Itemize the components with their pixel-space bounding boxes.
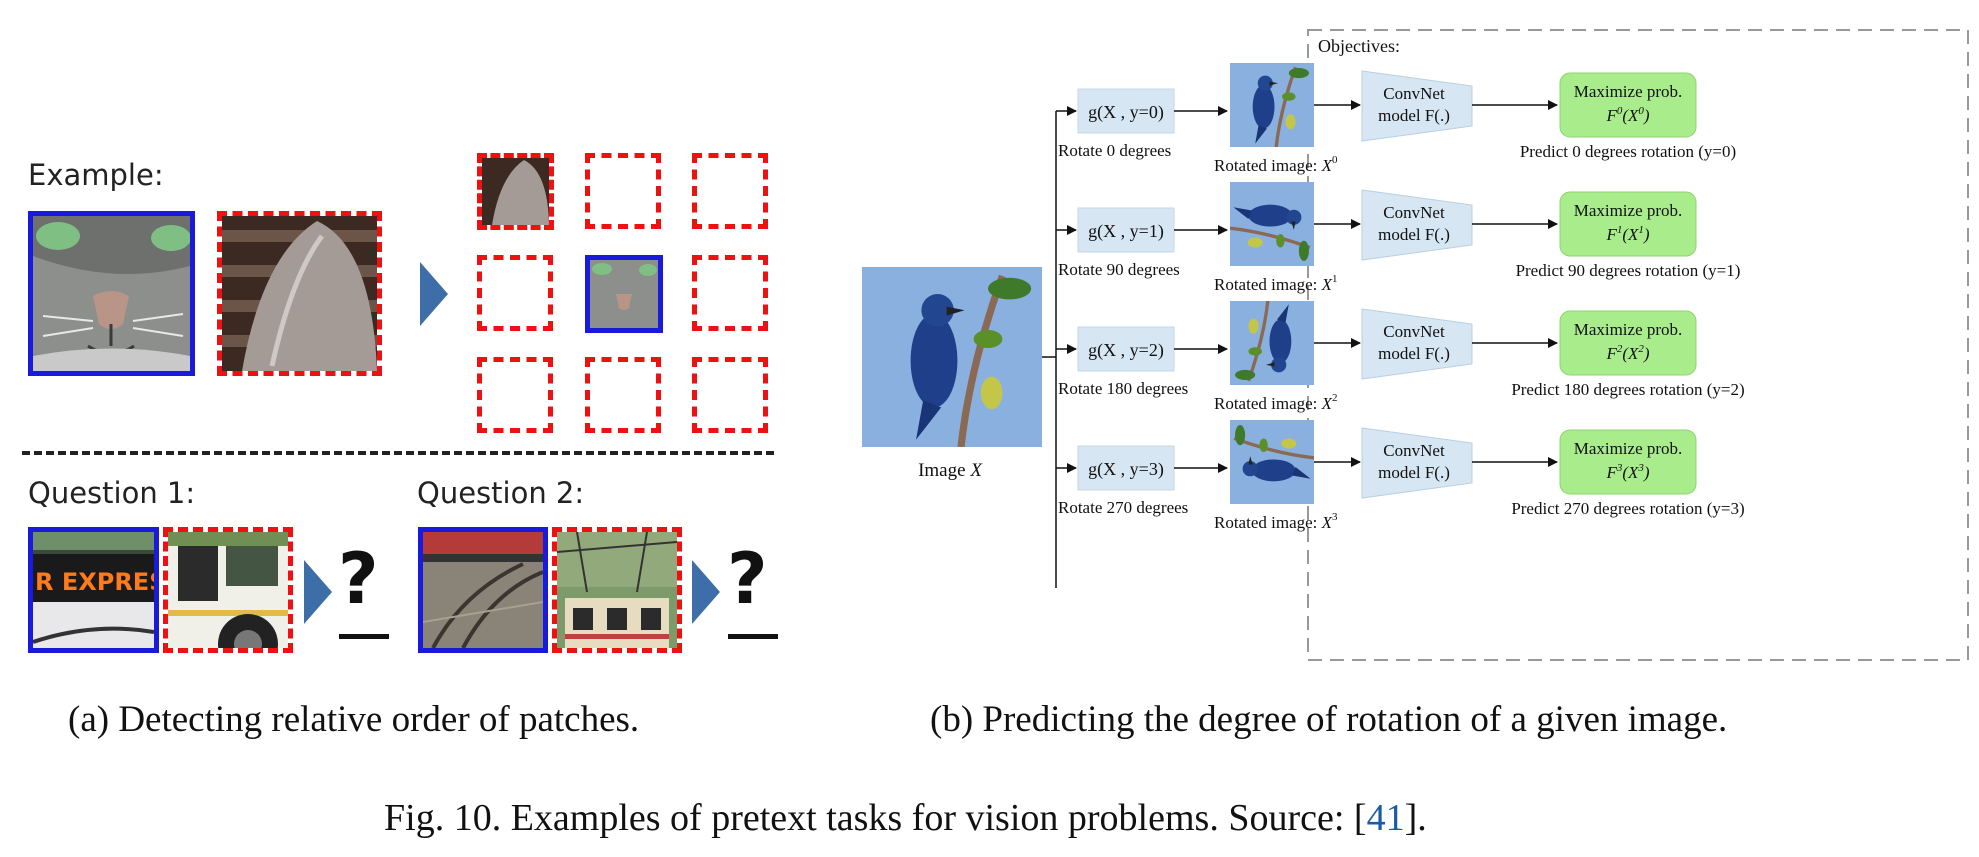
- rotate-label: Rotate 0 degrees: [1058, 141, 1171, 160]
- objective-box: [1559, 191, 1697, 257]
- figure-caption: Fig. 10. Examples of pretext tasks for v…: [384, 796, 1427, 840]
- convnet-label: ConvNet: [1383, 322, 1445, 341]
- figure-caption-text: Fig. 10. Examples of pretext tasks for v…: [384, 797, 1367, 839]
- arrow-chevron-icon: [304, 560, 332, 624]
- cat-face-thumb-image: [590, 260, 658, 328]
- bus-side-image: [168, 532, 288, 674]
- rotate-label: Rotate 180 degrees: [1058, 379, 1188, 398]
- question2-tram-patch: [552, 527, 682, 653]
- convnet-block: [1361, 427, 1473, 499]
- image-label-text: Image: [918, 460, 970, 481]
- probability-formula: F1(X1): [1605, 224, 1649, 244]
- transform-label: g(X , y=0): [1088, 102, 1164, 123]
- grid-cell: [585, 153, 661, 229]
- question1-bus-sign-patch: R EXPRESS: [28, 527, 183, 653]
- figure-reference-link[interactable]: 41: [1366, 797, 1405, 839]
- rotated-image-label: Rotated image: X0: [1214, 154, 1338, 175]
- grid-cell: [585, 357, 661, 433]
- predict-label: Predict 180 degrees rotation (y=2): [1511, 380, 1744, 399]
- probability-formula: F2(X2): [1605, 343, 1649, 363]
- bus-sign-image: R EXPRESS: [32, 532, 183, 648]
- transform-box: [1077, 88, 1175, 134]
- objective-box: [1559, 429, 1697, 495]
- convnet-label: ConvNet: [1383, 84, 1445, 103]
- cat-ear-image: [222, 216, 377, 371]
- bus-sign-text: R EXPRESS: [35, 568, 154, 596]
- maximize-label: Maximize prob.: [1574, 82, 1683, 101]
- figure-caption-end: ].: [1404, 797, 1427, 839]
- arrow-chevron-icon: [692, 560, 720, 624]
- predict-label: Predict 270 degrees rotation (y=3): [1511, 499, 1744, 518]
- cat-face-image: [33, 216, 191, 371]
- grid-cell: [692, 255, 768, 331]
- convnet-model-label: model F(.): [1378, 344, 1450, 363]
- question2-train-patch: [418, 527, 548, 653]
- question1-label: Question 1:: [28, 476, 196, 510]
- convnet-block: [1361, 70, 1473, 142]
- convnet-model-label: model F(.): [1378, 106, 1450, 125]
- maximize-label: Maximize prob.: [1574, 439, 1683, 458]
- question1-bus-side-patch: [163, 527, 293, 674]
- tram-image: [556, 531, 678, 648]
- maximize-label: Maximize prob.: [1574, 320, 1683, 339]
- grid-cell: [477, 357, 553, 433]
- panel-b: Objectives: Image X g(X , y=0) Rotate 0 d…: [862, 22, 1977, 740]
- arrow-chevron-icon: [420, 262, 448, 326]
- convnet-block: [1361, 308, 1473, 380]
- rotation-row-0: g(X , y=0) Rotate 0 degrees Rotated image:…: [1056, 63, 1736, 175]
- transform-box: [1077, 207, 1175, 253]
- grid-cell: [692, 357, 768, 433]
- probability-formula: F3(X3): [1605, 462, 1649, 482]
- rotate-label: Rotate 90 degrees: [1058, 260, 1180, 279]
- transform-label: g(X , y=3): [1088, 459, 1164, 480]
- example-label: Example:: [28, 158, 164, 192]
- rotated-image-label: Rotated image: X2: [1214, 392, 1338, 413]
- panel-b-caption: (b) Predicting the degree of rotation of…: [930, 699, 1728, 740]
- answer-blank-line: [339, 634, 389, 639]
- convnet-label: ConvNet: [1383, 203, 1445, 222]
- example-cat-patch: [28, 211, 195, 376]
- transform-label: g(X , y=1): [1088, 221, 1164, 242]
- rotated-image-label: Rotated image: X3: [1214, 511, 1338, 532]
- rotate-label: Rotate 270 degrees: [1058, 498, 1188, 517]
- rotation-row-2: g(X , y=2) Rotate 180 degrees Rotated imag…: [1056, 301, 1745, 413]
- convnet-block: [1361, 189, 1473, 261]
- transform-label: g(X , y=2): [1088, 340, 1164, 361]
- objective-box: [1559, 310, 1697, 376]
- grid-cell: [477, 255, 553, 331]
- train-tracks-image: [422, 532, 544, 649]
- section-divider: [22, 451, 774, 455]
- convnet-model-label: model F(.): [1378, 225, 1450, 244]
- grid-cell-center-cat: [585, 255, 663, 333]
- probability-formula: F0(X0): [1605, 105, 1649, 125]
- grid-cell: [692, 153, 768, 229]
- question-mark-2: ?: [727, 538, 768, 620]
- convnet-label: ConvNet: [1383, 441, 1445, 460]
- question2-label: Question 2:: [417, 476, 585, 510]
- convnet-model-label: model F(.): [1378, 463, 1450, 482]
- panel-a-caption: (a) Detecting relative order of patches.: [68, 699, 640, 740]
- example-ear-patch: [217, 211, 382, 376]
- objective-box: [1559, 72, 1697, 138]
- objectives-label: Objectives:: [1318, 36, 1400, 56]
- panel-a: Example:: [0, 0, 860, 740]
- rotation-row-3: g(X , y=3) Rotate 270 degrees Rotated imag…: [1056, 420, 1745, 532]
- image-label-var: X: [969, 460, 983, 481]
- predict-label: Predict 90 degrees rotation (y=1): [1516, 261, 1741, 280]
- question-mark-1: ?: [338, 538, 379, 620]
- rotated-image-label: Rotated image: X1: [1214, 273, 1338, 294]
- maximize-label: Maximize prob.: [1574, 201, 1683, 220]
- objectives-box: [1307, 29, 1969, 661]
- image-x-label: Image X: [918, 460, 983, 481]
- cat-ear-thumb-image: [482, 158, 549, 225]
- transform-box: [1077, 326, 1175, 372]
- rotation-row-1: g(X , y=1) Rotate 90 degrees Rotated image…: [1056, 182, 1740, 294]
- answer-blank-line: [728, 634, 778, 639]
- grid-cell-ear: [477, 153, 554, 230]
- predict-label: Predict 0 degrees rotation (y=0): [1520, 142, 1736, 161]
- rotation-diagram: Objectives: Image X g(X , y=0) Rotate 0 d…: [862, 29, 1969, 661]
